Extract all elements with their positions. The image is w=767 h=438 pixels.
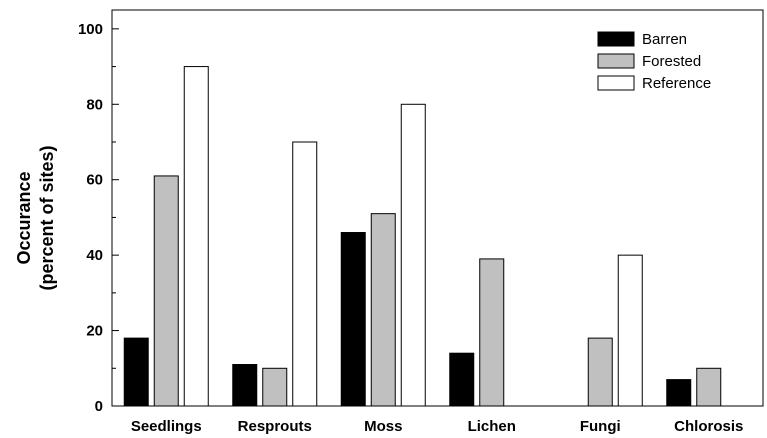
x-tick-label: Moss [364, 418, 402, 435]
legend-label: Barren [642, 31, 687, 48]
bar-barren-chlorosis [666, 379, 692, 407]
legend-label: Reference [642, 75, 711, 92]
legend-swatch [597, 31, 635, 47]
x-tick-label: Chlorosis [674, 418, 743, 435]
bars [123, 66, 722, 407]
bar-barren-moss [340, 232, 366, 407]
y-axis-title-line2: (percent of sites) [37, 145, 57, 290]
y-axis-ticks: 0 20 40 60 80 100 [78, 21, 119, 415]
y-axis-title-line1: Occurance [14, 171, 34, 264]
bar-reference-moss [400, 103, 426, 407]
y-axis-title: Occurance (percent of sites) [14, 145, 57, 290]
legend-swatch [597, 53, 635, 69]
legend-label: Forested [642, 53, 701, 70]
x-tick-label: Resprouts [238, 418, 312, 435]
y-tick-label: 100 [78, 21, 103, 38]
plot-frame [111, 9, 764, 407]
y-tick-label: 60 [86, 172, 103, 189]
bar-barren-lichen [449, 352, 475, 407]
bar-barren-resprouts [232, 364, 258, 407]
bar-forested-moss [370, 213, 396, 407]
y-tick-label: 80 [86, 96, 103, 113]
legend: Barren Forested Reference [597, 31, 711, 92]
x-tick-label: Seedlings [131, 418, 202, 435]
x-axis-labels: Seedlings Resprouts Moss Lichen Fungi Chloros… [131, 418, 744, 435]
y-tick-label: 20 [86, 323, 103, 340]
bar-forested-chlorosis [696, 367, 722, 407]
bar-reference-resprouts [292, 141, 318, 407]
x-tick-label: Lichen [468, 418, 516, 435]
bar-forested-resprouts [262, 367, 288, 407]
y-tick-label: 0 [95, 398, 103, 415]
y-tick-label: 40 [86, 247, 103, 264]
bar-forested-lichen [479, 258, 505, 407]
plot-area [111, 9, 764, 407]
bar-barren-seedlings [123, 337, 149, 407]
bar-reference-fungi [617, 254, 643, 407]
legend-swatch [597, 75, 635, 91]
bar-reference-seedlings [183, 66, 209, 407]
bar-forested-fungi [587, 337, 613, 407]
bar-forested-seedlings [153, 175, 179, 407]
x-tick-label: Fungi [580, 418, 621, 435]
